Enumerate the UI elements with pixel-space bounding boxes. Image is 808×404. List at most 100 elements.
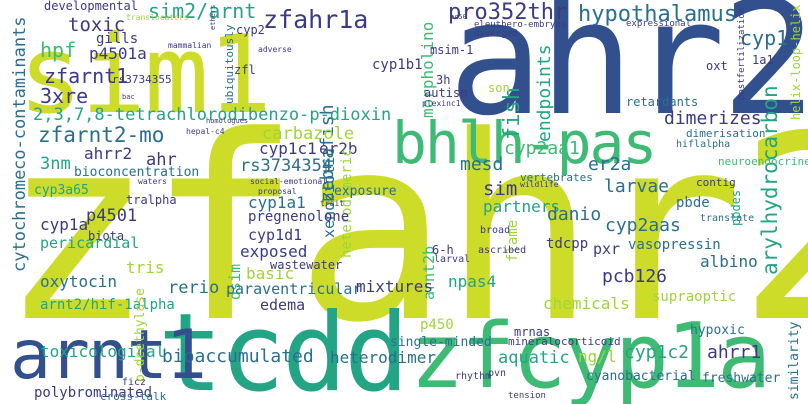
word-sim1-h: sim1: [18, 13, 272, 138]
word-cyp1: cyp1: [740, 26, 789, 50]
word-translocators: translocators: [126, 13, 189, 22]
word-6-h: 6-h: [432, 243, 454, 257]
word-supraoptic: supraoptic: [652, 289, 737, 305]
word-hpf: hpf: [40, 38, 77, 62]
word-3nm: 3nm: [40, 154, 71, 174]
word-vertebrates: vertebrates: [520, 171, 593, 184]
word-vasopressin: vasopressin: [628, 237, 721, 253]
word-dimerisation: dimerisation: [686, 127, 766, 140]
word-rs3734354: rs3734354: [240, 156, 333, 176]
word-larval: larval: [434, 254, 471, 265]
word-waters: waters: [138, 177, 167, 186]
word-arnt1: arnt1: [10, 316, 207, 395]
word-toxicological: toxicological: [40, 342, 166, 361]
word-wildlife: wildlife: [520, 180, 559, 189]
word-gills: gills: [96, 31, 139, 47]
word-pbde: pbde: [676, 195, 710, 211]
word-expressional: expressional: [626, 19, 692, 29]
word-bioconcentration: bioconcentration: [74, 165, 200, 180]
word-hepal-c4: hepal-c4: [186, 127, 225, 136]
word-dimerizes: dimerizes: [664, 108, 762, 129]
word-tension: tension: [508, 391, 546, 401]
word-cyp1c1: cyp1c1: [259, 139, 317, 158]
word-1a1: 1a1: [752, 53, 774, 67]
word-cross-talk: cross-talk: [100, 390, 167, 403]
word-proposal: proposal: [258, 187, 297, 196]
word-adverse: adverse: [258, 45, 292, 54]
word-danio: danio: [547, 204, 602, 225]
word-cyp2: cyp2: [236, 23, 265, 37]
word-cyp1b1: cyp1b1: [372, 57, 423, 73]
word-ngl: ng/l: [578, 347, 617, 366]
word-p4501a: p4501a: [89, 44, 147, 63]
word-tcdd: tcdd: [158, 291, 409, 404]
word-diverged: diverged: [474, 29, 518, 39]
word-albino: albino: [700, 252, 758, 271]
word-er2a: er2a: [588, 154, 632, 175]
word-exposed: exposed: [240, 242, 308, 261]
word-pro352thr: pro352thr: [448, 0, 568, 25]
word-biota: biota: [88, 229, 125, 243]
word-bac: bac: [122, 93, 135, 101]
word-similarity: similarity: [787, 321, 802, 400]
word-zfahr2: zfahr2: [0, 82, 808, 379]
word-tralpha: tralpha: [126, 193, 177, 207]
word-retardants: retardants: [626, 95, 699, 109]
word-p450: p450: [420, 317, 454, 333]
word-single-minded: single-minded: [390, 335, 492, 350]
word-pregnenolone: pregnenolone: [248, 209, 350, 225]
word-cyp1c2: cyp1c2: [624, 342, 690, 363]
word-postfertilization: postfertilization: [737, 7, 747, 100]
word-tetrachlorodibenzo: 2,3,7,8-tetrachlorodibenzo-p-dioxin: [33, 105, 392, 125]
word-autism: autism: [424, 86, 468, 100]
word-broad: broad: [480, 225, 511, 236]
word-polybrominated: polybrominated: [34, 385, 153, 401]
word-cyp1a: cyp1a: [40, 215, 89, 234]
word-social-emotional: social-emotional: [250, 177, 328, 186]
word-ascribed: ascribed: [478, 245, 527, 256]
word-mrnas: mrnas: [514, 325, 551, 339]
word-zfarnt2-mo: zfarnt2-mo: [38, 123, 165, 147]
word-rerio: rerio: [168, 278, 220, 298]
word-ahr: ahr: [146, 150, 177, 170]
word-co-contaminants: co-contaminants: [10, 16, 30, 170]
word-trait: trait: [320, 199, 345, 208]
word-toxic: toxic: [68, 14, 126, 36]
word-er2b: er2b: [319, 139, 358, 158]
word-wastewater: wastewater: [270, 258, 343, 272]
word-heterodimer: heterodimer: [330, 348, 436, 367]
word-mammalian: mammalian: [168, 41, 212, 50]
word-cytochrome: cytochrome: [10, 169, 30, 272]
word-mixtures: mixtures: [356, 277, 434, 296]
word-cyp1a1: cyp1a1: [248, 193, 306, 212]
word-zfcyp1a: zfcyp1a: [410, 304, 771, 404]
word-chemicals: chemicals: [543, 294, 630, 313]
word-p4501: p4501: [86, 206, 138, 226]
word-zfahr1a: zfahr1a: [263, 5, 369, 34]
word-tris: tris: [126, 258, 165, 277]
word-oxt: oxt: [706, 59, 728, 73]
word-ethers: ethers: [209, 4, 217, 30]
word-sim2-arnt: sim2/arnt: [148, 0, 257, 23]
word-cyp3a65: cyp3a65: [34, 183, 89, 198]
word-sim: sim: [483, 178, 518, 200]
word-pxr: pxr: [593, 240, 621, 258]
word-developmental: developmental: [44, 0, 138, 13]
word-translate: translate: [700, 213, 755, 224]
word-bioaccumulated: bioaccumulated: [162, 346, 314, 367]
word-eleuthero-embryos: eleuthero-embryos: [474, 20, 567, 30]
word-zfarnt1: zfarnt1: [44, 64, 129, 88]
word-contig: contig: [696, 176, 736, 189]
word-hypothalamus: hypothalamus: [578, 2, 737, 27]
word-ubiquitously: ubiquitously: [223, 24, 236, 104]
word-bhlh-pas: bhlh-pas: [392, 109, 657, 177]
word-carbazole: carbazole: [262, 124, 355, 144]
word-cyp2aa1: cyp2aa1: [504, 138, 580, 159]
word-ec50: ec50: [450, 13, 467, 21]
word-neuroendocrine: neuroendocrine: [718, 155, 808, 168]
word-msim-1: msim-1: [430, 43, 474, 57]
word-rs3734355: rs3734355: [112, 73, 172, 86]
word-rhythm: rhythm: [455, 371, 492, 382]
word-homologues: homologues: [206, 117, 249, 125]
word-3xre: 3xre: [40, 84, 89, 108]
